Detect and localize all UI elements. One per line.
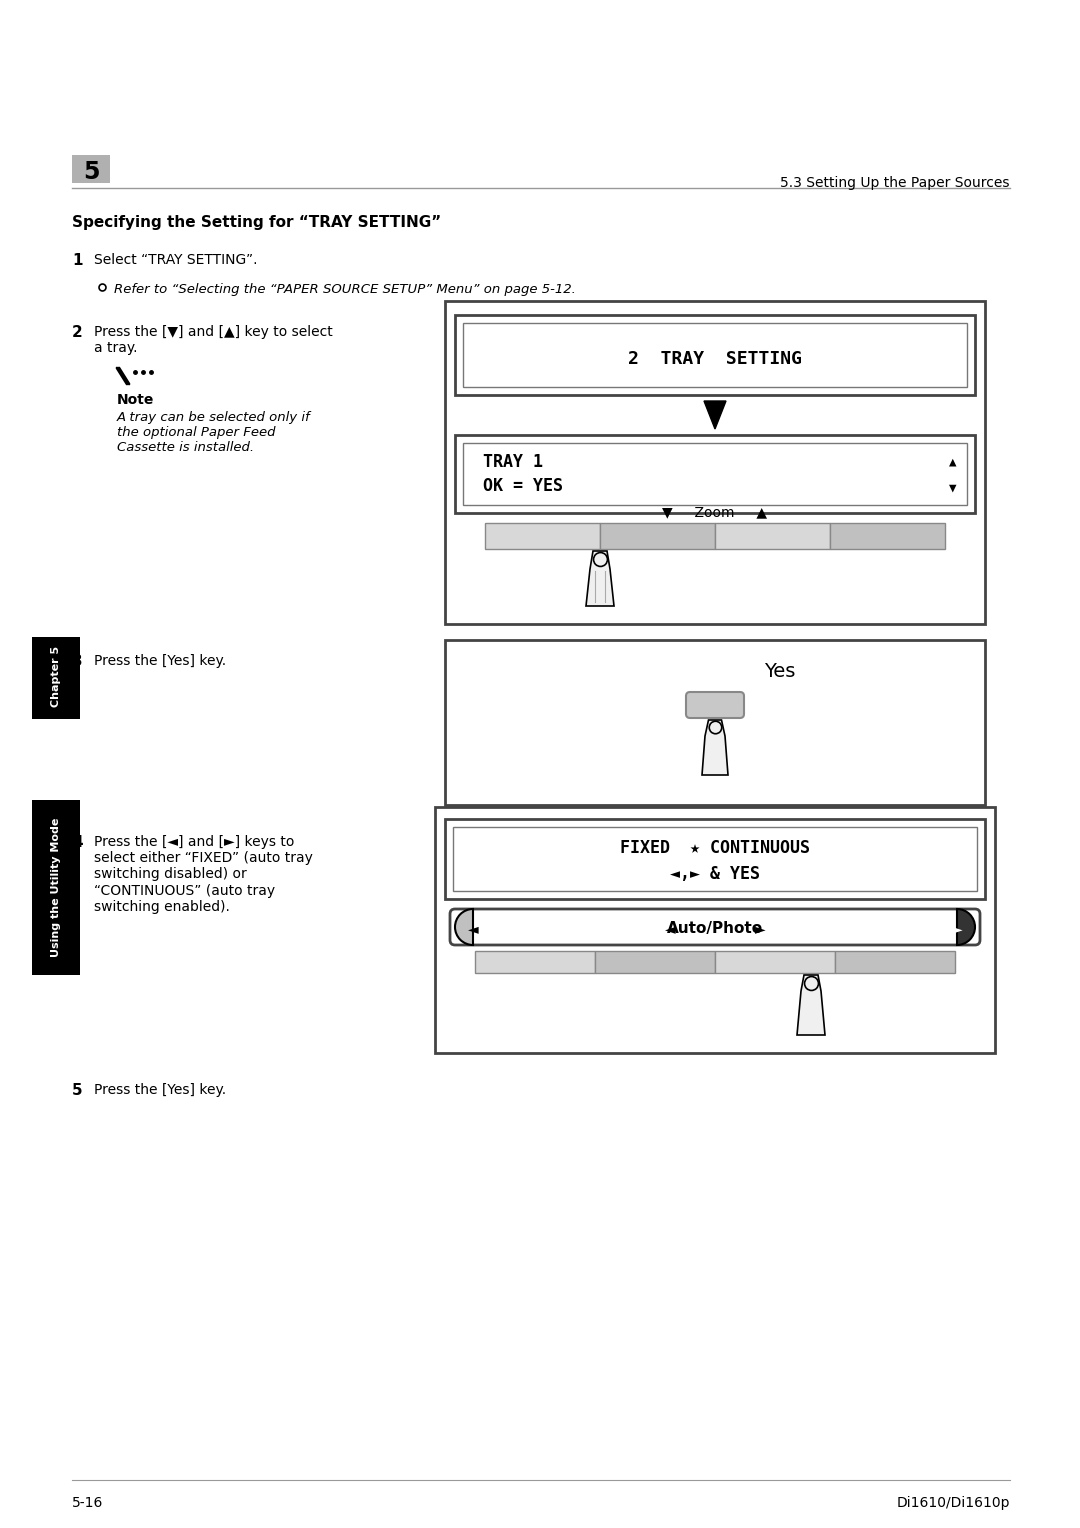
Text: Specifying the Setting for “TRAY SETTING”: Specifying the Setting for “TRAY SETTING… <box>72 215 442 231</box>
Text: Using the Utility Mode: Using the Utility Mode <box>51 817 60 957</box>
Text: Auto/Photo: Auto/Photo <box>667 921 764 937</box>
Bar <box>72 154 110 183</box>
Text: 3: 3 <box>72 654 83 669</box>
Bar <box>485 523 600 549</box>
FancyBboxPatch shape <box>450 909 980 944</box>
Bar <box>453 827 977 891</box>
Text: ◄: ◄ <box>468 921 478 937</box>
Text: 5-16: 5-16 <box>72 1496 104 1510</box>
Text: 5: 5 <box>83 160 99 183</box>
Text: ◄: ◄ <box>664 921 675 937</box>
Bar <box>445 640 985 805</box>
Text: Press the [◄] and [►] keys to
select either “FIXED” (auto tray
switching disable: Press the [◄] and [►] keys to select eit… <box>94 834 313 914</box>
Bar <box>600 523 715 549</box>
Bar <box>445 301 985 623</box>
Bar <box>475 950 595 973</box>
Text: ►: ► <box>951 921 962 937</box>
Text: TRAY 1: TRAY 1 <box>483 452 543 471</box>
Text: 5.3 Setting Up the Paper Sources: 5.3 Setting Up the Paper Sources <box>781 176 1010 189</box>
Text: ▲: ▲ <box>949 455 957 468</box>
Text: Chapter 5: Chapter 5 <box>51 645 60 706</box>
Wedge shape <box>957 909 975 944</box>
Text: 2  TRAY  SETTING: 2 TRAY SETTING <box>627 350 802 368</box>
Text: Yes: Yes <box>765 662 796 681</box>
Text: ►: ► <box>755 921 766 937</box>
Text: OK = YES: OK = YES <box>483 477 563 495</box>
Text: Press the [▼] and [▲] key to select
a tray.: Press the [▼] and [▲] key to select a tr… <box>94 325 333 354</box>
Bar <box>831 523 945 549</box>
Text: A tray can be selected only if
the optional Paper Feed
Cassette is installed.: A tray can be selected only if the optio… <box>117 411 311 454</box>
Bar <box>445 819 985 898</box>
Text: ▼     Zoom     ▲: ▼ Zoom ▲ <box>662 504 768 520</box>
Bar <box>32 801 80 975</box>
Polygon shape <box>702 720 728 775</box>
Polygon shape <box>704 400 726 429</box>
Bar <box>463 322 967 387</box>
Bar <box>435 807 995 1053</box>
Bar <box>455 435 975 513</box>
FancyBboxPatch shape <box>686 692 744 718</box>
Text: Press the [Yes] key.: Press the [Yes] key. <box>94 1083 226 1097</box>
Text: Refer to “Selecting the “PAPER SOURCE SETUP” Menu” on page 5-12.: Refer to “Selecting the “PAPER SOURCE SE… <box>114 283 576 296</box>
Text: 4: 4 <box>72 834 83 850</box>
Wedge shape <box>455 909 473 944</box>
Polygon shape <box>797 975 825 1034</box>
Bar <box>32 637 80 720</box>
Text: Di1610/Di1610p: Di1610/Di1610p <box>896 1496 1010 1510</box>
Bar <box>715 523 831 549</box>
Text: 5: 5 <box>72 1083 83 1099</box>
Bar <box>463 443 967 504</box>
Text: ◄,► & YES: ◄,► & YES <box>670 865 760 883</box>
Text: Note: Note <box>117 393 154 406</box>
Polygon shape <box>586 552 615 607</box>
Text: Press the [Yes] key.: Press the [Yes] key. <box>94 654 226 668</box>
Bar <box>595 950 715 973</box>
Text: 2: 2 <box>72 325 83 341</box>
Bar <box>455 315 975 396</box>
Bar <box>715 950 835 973</box>
Text: FIXED  ★ CONTINUOUS: FIXED ★ CONTINUOUS <box>620 839 810 857</box>
Text: ▼: ▼ <box>949 481 957 494</box>
Bar <box>835 950 955 973</box>
Text: 1: 1 <box>72 254 82 267</box>
Text: Select “TRAY SETTING”.: Select “TRAY SETTING”. <box>94 254 257 267</box>
